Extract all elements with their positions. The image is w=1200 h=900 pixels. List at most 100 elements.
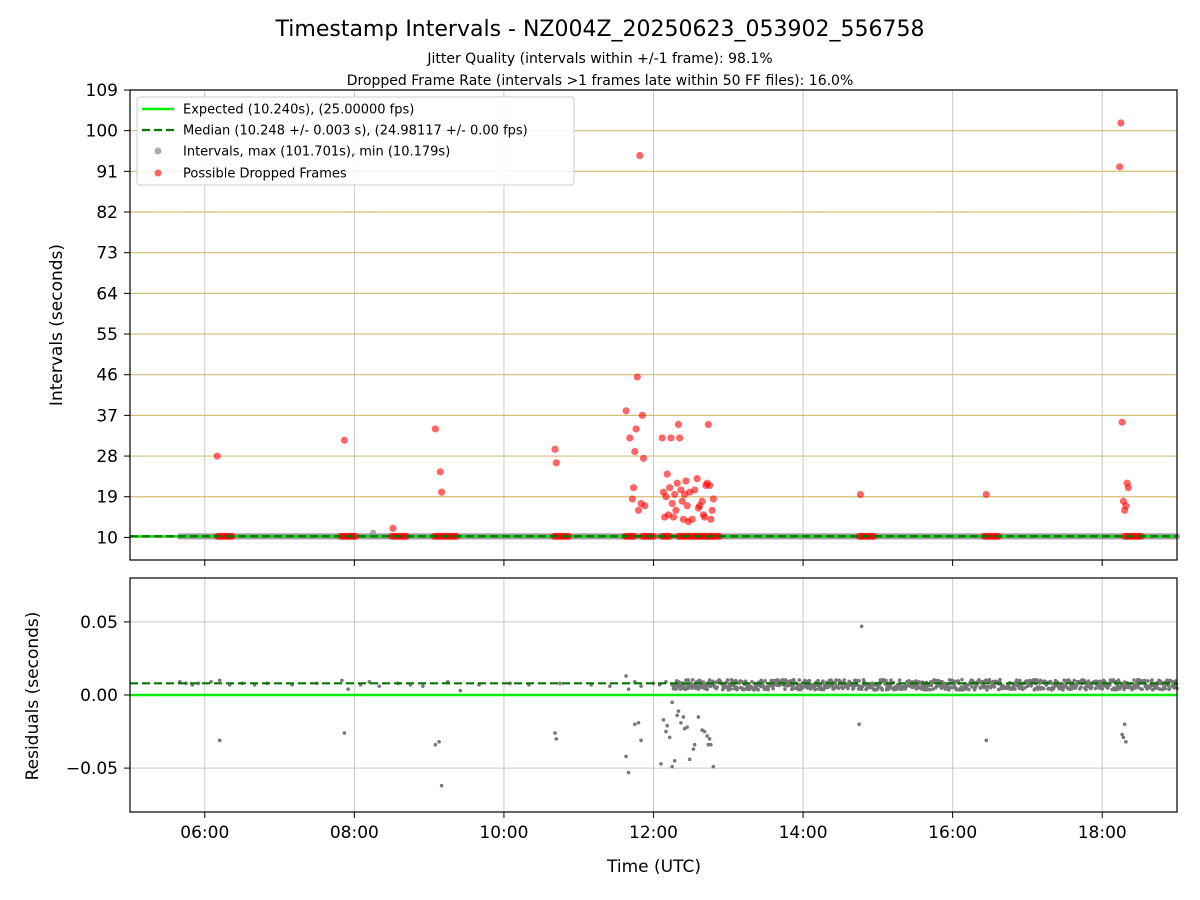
legend-intervals-swatch <box>154 147 162 155</box>
y-tick-label: 10 <box>96 528 118 548</box>
residual-point <box>692 742 697 747</box>
dropped-frame-point <box>1116 163 1124 171</box>
residual-point <box>1100 687 1105 691</box>
y-tick-label: 0.00 <box>80 686 118 706</box>
dropped-frame-point <box>683 502 691 510</box>
dropped-frame-point <box>1118 418 1126 426</box>
residual-point <box>639 684 643 689</box>
residual-point <box>1084 687 1088 692</box>
residual-point <box>1031 678 1036 682</box>
residual-point <box>711 764 716 769</box>
residual-point <box>608 684 612 689</box>
residual-point <box>970 684 974 689</box>
dropped-frame-point <box>704 420 712 429</box>
chart-subtitle-jitter: Jitter Quality (intervals within +/-1 fr… <box>426 51 772 67</box>
residual-point <box>659 761 663 766</box>
residual-point <box>681 715 686 719</box>
dropped-frame-point <box>678 497 686 505</box>
y-tick-label: 28 <box>96 447 118 467</box>
legend-label: Possible Dropped Frames <box>183 167 347 182</box>
residual-point <box>914 679 918 683</box>
y-tick-label: 64 <box>96 284 118 304</box>
residual-point <box>985 688 989 692</box>
intervals-panel: 10 19 28 37 46 55 64 73 82 91 100 109 <box>86 81 1180 566</box>
residual-point <box>791 677 796 682</box>
residual-point <box>665 723 670 728</box>
residual-point <box>1166 683 1171 688</box>
residual-point <box>743 679 748 684</box>
residual-point <box>728 687 733 691</box>
residual-point <box>217 738 222 743</box>
residual-point <box>633 722 637 727</box>
y-tick-label: 82 <box>96 203 118 223</box>
residual-point <box>818 684 823 688</box>
residual-point <box>626 770 631 775</box>
residual-point <box>816 678 820 683</box>
dropped-frame-point <box>1122 502 1130 510</box>
residual-point <box>834 678 838 682</box>
dropped-frame-point <box>634 506 643 514</box>
residual-point <box>955 687 959 692</box>
residual-point <box>664 729 668 734</box>
residual-point <box>342 731 347 735</box>
dropped-frame-point <box>668 499 676 508</box>
dropped-frame-point <box>213 452 221 460</box>
residual-point <box>710 679 715 684</box>
y-tick-label: 19 <box>96 488 118 508</box>
x-tick-label: 16:00 <box>928 823 977 843</box>
residual-point <box>1013 687 1017 691</box>
dropped-frame-point <box>669 513 678 521</box>
x-tick-label: 06:00 <box>180 823 229 843</box>
dropped-frame-point <box>626 434 634 442</box>
dropped-frame-point <box>693 475 701 483</box>
residual-point <box>1124 740 1128 744</box>
residual-point <box>1145 679 1150 683</box>
legend-box <box>136 96 575 186</box>
residual-point <box>1163 686 1167 691</box>
interval-point <box>369 529 377 537</box>
residual-point <box>705 687 709 692</box>
dropped-frame-point <box>671 490 679 499</box>
residuals-y-axis-label: Residuals (seconds) <box>23 612 43 781</box>
residual-point <box>679 720 683 725</box>
residual-point <box>687 757 692 762</box>
residual-point <box>346 687 350 691</box>
residual-point <box>756 687 760 692</box>
dropped-frame-point <box>641 502 649 510</box>
residual-point <box>433 742 438 747</box>
y-tick-label: 46 <box>96 366 118 386</box>
dropped-frame-point <box>631 447 639 456</box>
residuals-panel: −0.05 0.00 0.05 06:00 08:00 10:00 12:00 14:00 16… <box>66 577 1179 843</box>
residual-point <box>1093 686 1098 691</box>
intervals-y-axis-label: Intervals (seconds) <box>47 244 67 406</box>
residual-point <box>458 688 463 693</box>
residual-point <box>672 759 677 763</box>
residual-point <box>821 679 825 683</box>
residual-point <box>1121 735 1126 740</box>
dropped-frame-point <box>705 481 714 490</box>
dropped-frame-point <box>666 532 674 540</box>
residual-point <box>707 678 712 682</box>
residual-point <box>676 709 681 713</box>
residual-point <box>762 684 766 689</box>
y-tick-label: 0.05 <box>80 613 118 633</box>
residual-point <box>639 738 643 743</box>
dropped-frame-point <box>674 420 683 429</box>
residual-point <box>705 734 709 738</box>
residual-point <box>1167 687 1172 691</box>
residual-point <box>1132 678 1136 682</box>
y-tick-label: 100 <box>86 122 118 142</box>
residual-point <box>209 680 213 684</box>
residual-point <box>859 687 864 692</box>
dropped-frame-point <box>673 479 681 487</box>
dropped-frame-point <box>662 493 670 501</box>
y-tick-label: 109 <box>86 81 118 101</box>
dropped-frame-point <box>551 445 559 453</box>
y-tick-label: 73 <box>96 244 118 264</box>
residual-point <box>706 742 711 747</box>
dropped-frame-point <box>622 407 630 415</box>
residual-point <box>1120 732 1124 737</box>
residual-point <box>836 686 841 691</box>
dropped-frame-point <box>628 495 636 503</box>
